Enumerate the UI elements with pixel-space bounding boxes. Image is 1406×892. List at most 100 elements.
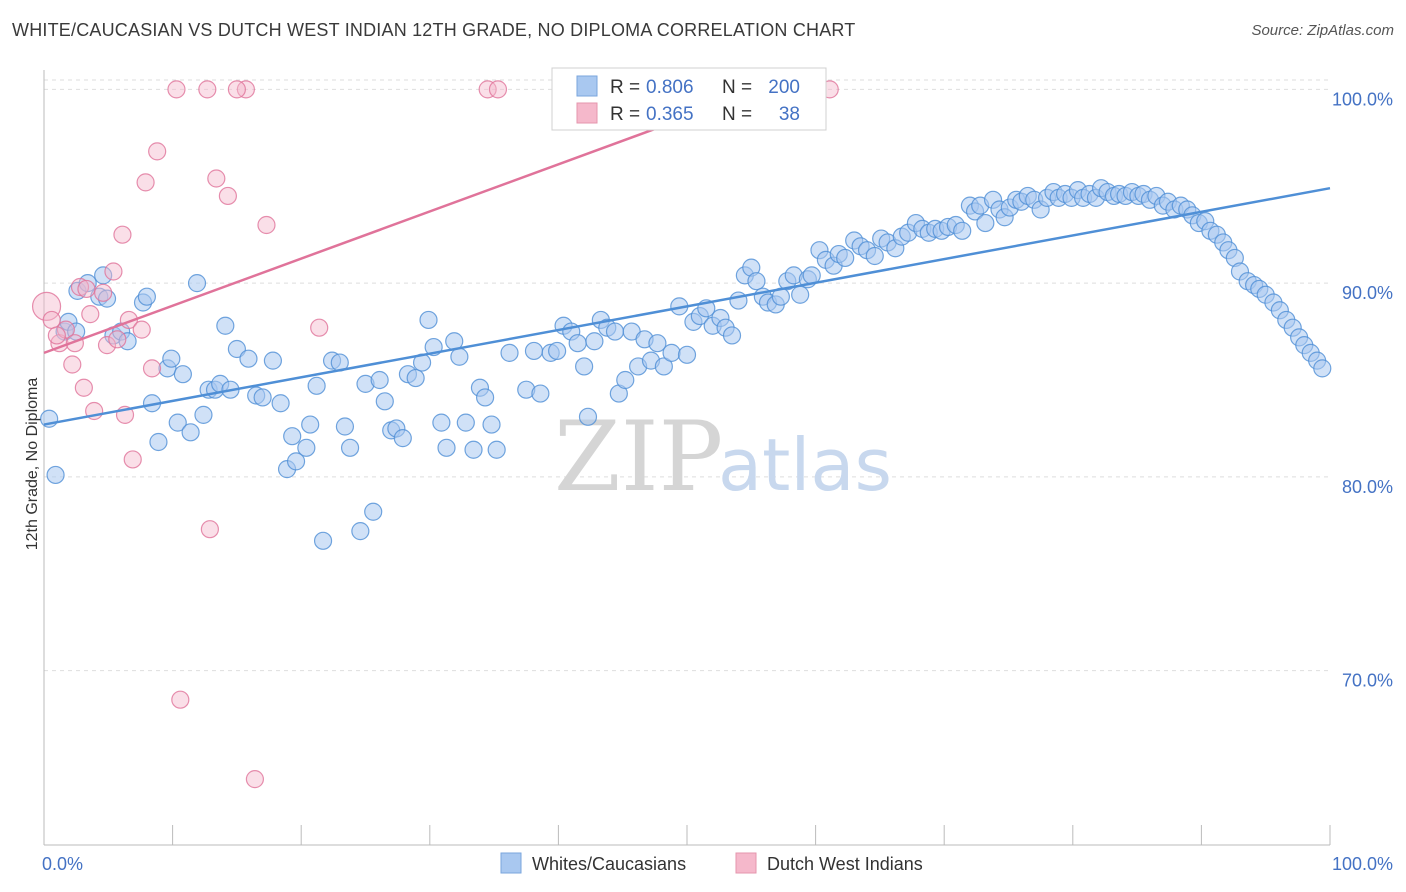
point-dutch xyxy=(70,277,90,297)
point-whites xyxy=(575,357,594,376)
point-whites xyxy=(585,332,604,351)
y-tick-label-80: 80.0% xyxy=(1342,477,1393,497)
stats-n-value-dutch: 38 xyxy=(779,104,800,125)
legend-label-dutch: Dutch West Indians xyxy=(767,854,923,874)
y-axis-title: 12th Grade, No Diploma xyxy=(24,378,41,551)
point-dutch xyxy=(104,262,123,281)
y-tick-label-90: 90.0% xyxy=(1342,283,1393,303)
point-whites xyxy=(654,357,673,376)
point-whites xyxy=(393,429,412,448)
point-dutch xyxy=(478,80,497,99)
legend: Whites/Caucasians Dutch West Indians xyxy=(500,852,923,874)
point-dutch xyxy=(227,80,246,99)
point-whites xyxy=(432,413,451,432)
point-whites xyxy=(406,368,425,388)
point-whites xyxy=(216,316,235,335)
point-whites xyxy=(548,341,567,361)
legend-swatch-dutch xyxy=(735,852,757,874)
point-whites xyxy=(340,438,360,457)
chart-title: WHITE/CAUCASIAN VS DUTCH WEST INDIAN 12T… xyxy=(12,20,856,40)
point-whites xyxy=(437,438,456,457)
point-whites xyxy=(271,394,290,413)
point-whites xyxy=(953,221,972,240)
point-dutch xyxy=(31,291,62,321)
point-dutch xyxy=(136,173,155,192)
point-whites xyxy=(162,349,181,368)
point-dutch xyxy=(123,450,142,469)
point-dutch xyxy=(77,279,96,299)
gridlines xyxy=(44,79,1330,672)
point-whites xyxy=(263,351,283,370)
watermark-atlas: atlas xyxy=(718,423,892,507)
point-dutch xyxy=(47,326,66,345)
stats-swatch-whites xyxy=(576,75,598,97)
point-whites xyxy=(475,388,495,407)
source-label: Source: ZipAtlas.com xyxy=(1251,22,1394,39)
point-whites xyxy=(531,384,550,403)
point-whites xyxy=(450,347,469,366)
point-whites xyxy=(286,452,306,471)
trend-line-whites xyxy=(43,186,1331,426)
stats-n-label-dutch: N = xyxy=(722,104,752,125)
series-dutch-points xyxy=(31,80,839,789)
point-whites xyxy=(181,423,200,442)
point-whites xyxy=(307,376,326,395)
point-whites xyxy=(283,427,302,446)
legend-label-whites: Whites/Caucasians xyxy=(532,854,686,874)
point-dutch xyxy=(488,80,508,99)
point-whites xyxy=(227,339,246,359)
y-tick-label-100: 100.0% xyxy=(1332,89,1393,109)
point-whites xyxy=(648,334,667,353)
point-whites xyxy=(605,322,625,341)
point-dutch xyxy=(94,283,113,302)
x-tick-label-max: 100.0% xyxy=(1332,854,1393,874)
point-whites xyxy=(194,405,213,424)
point-whites xyxy=(419,310,438,330)
point-whites xyxy=(578,407,598,426)
point-whites xyxy=(149,432,168,452)
y-tick-labels: 70.0% 80.0% 90.0% 100.0% xyxy=(1332,89,1393,690)
stats-r-value-dutch: 0.365 xyxy=(646,104,694,125)
stats-n-label-whites: N = xyxy=(722,77,752,98)
point-whites xyxy=(487,440,506,459)
point-dutch xyxy=(167,80,186,99)
point-whites xyxy=(239,349,258,368)
trend-line-dutch xyxy=(43,88,764,355)
point-whites xyxy=(253,388,272,407)
point-dutch xyxy=(56,320,75,339)
point-dutch xyxy=(171,690,190,709)
point-dutch xyxy=(97,336,117,355)
point-dutch xyxy=(257,215,276,235)
point-dutch xyxy=(310,318,329,337)
point-whites xyxy=(1313,359,1332,378)
point-dutch xyxy=(81,305,100,324)
y-tick-label-70: 70.0% xyxy=(1342,671,1393,691)
point-whites xyxy=(677,345,697,364)
point-whites xyxy=(297,438,316,457)
stats-n-value-whites: 200 xyxy=(768,77,800,98)
point-dutch xyxy=(132,320,151,339)
legend-swatch-whites xyxy=(500,852,522,874)
point-whites xyxy=(722,326,742,345)
point-whites xyxy=(464,440,483,459)
point-whites xyxy=(456,413,475,432)
stats-box: R = 0.806 N = 200 R = 0.365 N = 38 xyxy=(551,67,827,131)
point-dutch xyxy=(63,355,82,374)
point-whites xyxy=(313,531,333,550)
point-dutch xyxy=(113,225,132,244)
point-whites xyxy=(335,417,355,436)
trend-lines xyxy=(43,88,1331,426)
point-whites xyxy=(187,274,207,293)
point-whites xyxy=(500,343,519,362)
watermark: ZIP atlas xyxy=(554,401,892,513)
point-dutch xyxy=(148,142,167,161)
point-whites xyxy=(301,415,320,434)
stats-r-label-dutch: R = xyxy=(610,104,640,125)
stats-r-value-whites: 0.806 xyxy=(646,77,694,98)
point-dutch xyxy=(198,80,217,99)
point-whites xyxy=(482,415,501,434)
point-whites xyxy=(791,285,810,304)
point-dutch xyxy=(142,359,162,378)
stats-swatch-dutch xyxy=(576,102,598,124)
